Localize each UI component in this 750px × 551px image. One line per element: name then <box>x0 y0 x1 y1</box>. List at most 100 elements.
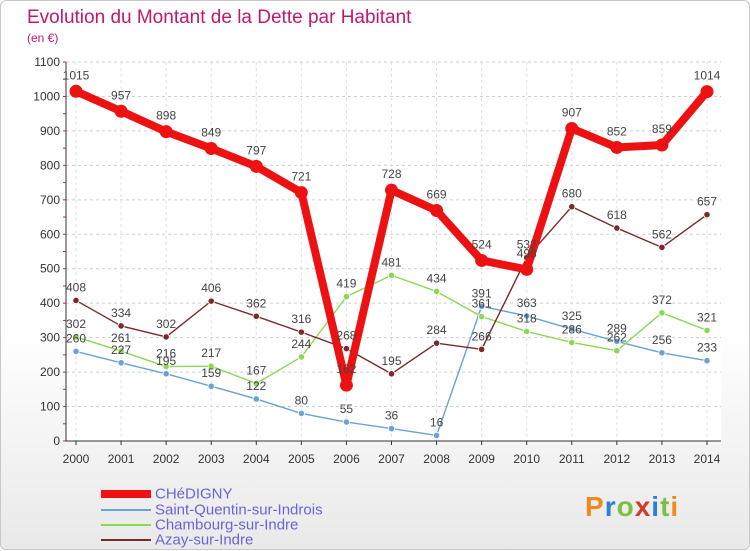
y-tick-label: 600 <box>40 227 60 241</box>
data-label: 562 <box>652 227 672 241</box>
data-label: 80 <box>295 393 309 407</box>
data-label: 797 <box>246 143 266 157</box>
brand-letter: o <box>616 491 635 522</box>
data-point <box>478 302 486 310</box>
brand-letter: i <box>651 491 661 522</box>
y-tick-label: 100 <box>40 400 60 414</box>
x-tick-label: 2013 <box>649 452 676 466</box>
data-point <box>478 313 486 321</box>
y-tick-label: 200 <box>40 365 60 379</box>
data-point <box>520 262 534 276</box>
data-label: 216 <box>156 347 176 361</box>
data-label: 481 <box>381 255 401 269</box>
x-tick-label: 2002 <box>153 452 180 466</box>
data-label: 244 <box>291 337 311 351</box>
data-label: 167 <box>246 363 266 377</box>
data-point <box>700 85 714 99</box>
data-point <box>655 138 669 152</box>
data-point <box>475 253 489 267</box>
x-tick-label: 2009 <box>468 452 495 466</box>
data-point <box>249 159 263 173</box>
data-label: 162 <box>336 362 356 376</box>
data-label: 859 <box>652 122 672 136</box>
data-label: 55 <box>340 402 354 416</box>
data-point <box>523 312 531 320</box>
data-label: 227 <box>111 343 131 357</box>
data-point <box>703 211 711 219</box>
data-label: 289 <box>607 321 627 335</box>
data-point <box>159 125 173 139</box>
legend-swatch <box>101 524 151 527</box>
legend-label: CHéDIGNY <box>155 485 233 503</box>
data-label: 524 <box>472 237 492 251</box>
x-tick-label: 2005 <box>288 452 315 466</box>
y-tick-label: 800 <box>40 158 60 172</box>
data-label: 361 <box>472 297 492 311</box>
data-point <box>162 370 170 378</box>
data-label: 680 <box>562 187 582 201</box>
data-point <box>387 370 396 378</box>
data-point <box>430 203 444 217</box>
data-point <box>658 349 666 357</box>
data-point <box>294 186 308 200</box>
data-label: 362 <box>246 296 266 310</box>
data-point <box>297 353 305 361</box>
legend-swatch <box>101 509 151 512</box>
data-label: 907 <box>562 105 582 119</box>
data-point <box>432 431 441 440</box>
x-tick-label: 2007 <box>378 452 405 466</box>
data-point <box>72 333 80 341</box>
y-tick-label: 300 <box>40 331 60 345</box>
data-point <box>387 424 396 433</box>
data-label: 302 <box>66 317 86 331</box>
x-tick-label: 2003 <box>198 452 225 466</box>
data-label: 325 <box>562 309 582 323</box>
data-point <box>568 338 576 347</box>
data-label: 260 <box>66 331 86 345</box>
y-tick-label: 400 <box>40 296 60 310</box>
data-point <box>72 296 80 305</box>
data-point <box>703 357 711 365</box>
x-tick-label: 2000 <box>63 452 90 466</box>
data-label: 363 <box>517 296 537 310</box>
x-tick-label: 2008 <box>423 452 450 466</box>
brand-letter: x <box>634 491 652 522</box>
data-point <box>252 379 260 388</box>
data-label: 321 <box>697 310 717 324</box>
data-point <box>568 203 576 211</box>
y-tick-label: 900 <box>40 124 60 138</box>
data-label: 284 <box>427 323 447 337</box>
legend-swatch <box>101 490 151 499</box>
x-tick-label: 2001 <box>108 452 135 466</box>
data-label: 195 <box>381 354 401 368</box>
legend-label: Azay-sur-Indre <box>155 531 254 549</box>
plot-area <box>66 62 721 441</box>
data-point <box>613 347 621 355</box>
data-label: 262 <box>607 331 627 345</box>
data-point <box>432 287 441 296</box>
data-label: 261 <box>111 331 131 345</box>
data-point <box>342 418 351 426</box>
data-label: 217 <box>201 346 221 360</box>
x-tick-label: 2004 <box>243 452 270 466</box>
data-point <box>252 312 260 320</box>
data-label: 408 <box>66 280 86 294</box>
legend-item: Saint-Quentin-sur-Indrois <box>101 501 323 519</box>
data-label: 898 <box>156 109 176 123</box>
data-point <box>69 84 83 98</box>
data-label: 372 <box>652 293 672 307</box>
data-point <box>342 293 351 301</box>
data-label: 406 <box>201 281 221 295</box>
brand-letter: P <box>585 491 605 522</box>
data-label: 195 <box>156 354 176 368</box>
data-label: 532 <box>517 238 537 252</box>
data-label: 159 <box>201 366 221 380</box>
data-point <box>297 328 305 336</box>
data-point <box>297 409 305 418</box>
data-point <box>565 121 579 135</box>
data-point <box>162 362 170 371</box>
data-point <box>523 327 531 336</box>
data-point <box>207 382 215 390</box>
data-point <box>207 362 215 370</box>
